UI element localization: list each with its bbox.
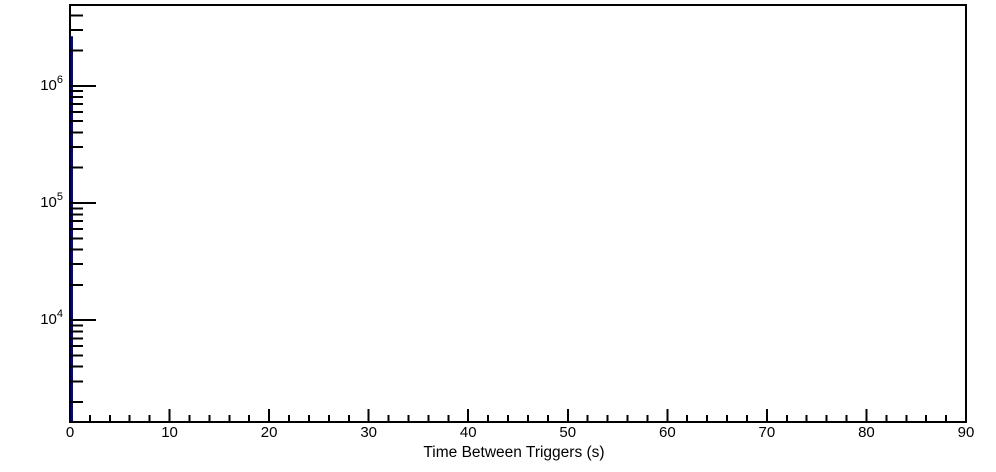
x-tick-label: 60 bbox=[659, 424, 676, 441]
y-tick-exponent: 5 bbox=[57, 191, 63, 203]
x-tick-label: 50 bbox=[559, 424, 576, 441]
x-axis-title: Time Between Triggers (s) bbox=[423, 444, 604, 461]
x-tick-label: 20 bbox=[261, 424, 278, 441]
x-tick-label: 90 bbox=[958, 424, 975, 441]
x-tick-label: 70 bbox=[759, 424, 776, 441]
y-tick-label: 105 bbox=[40, 191, 63, 211]
y-tick-label: 104 bbox=[40, 308, 63, 328]
y-axis-ticks bbox=[70, 14, 96, 404]
x-tick-label: 0 bbox=[66, 424, 74, 441]
x-tick-label: 10 bbox=[161, 424, 178, 441]
y-tick-mantissa: 10 bbox=[40, 77, 57, 94]
y-tick-exponent: 4 bbox=[57, 308, 63, 320]
x-tick-label: 80 bbox=[858, 424, 875, 441]
x-tick-label: 40 bbox=[460, 424, 477, 441]
y-tick-mantissa: 10 bbox=[40, 194, 57, 211]
x-axis-ticks bbox=[69, 409, 967, 422]
y-tick-label: 106 bbox=[40, 74, 63, 94]
frame-rect bbox=[69, 4, 967, 423]
y-tick-exponent: 6 bbox=[57, 74, 63, 86]
plot-frame bbox=[69, 4, 967, 423]
x-tick-label: 30 bbox=[360, 424, 377, 441]
y-tick-mantissa: 10 bbox=[40, 311, 57, 328]
x-axis-tick-labels: 0 10 20 30 40 50 60 70 80 90 bbox=[66, 424, 975, 441]
